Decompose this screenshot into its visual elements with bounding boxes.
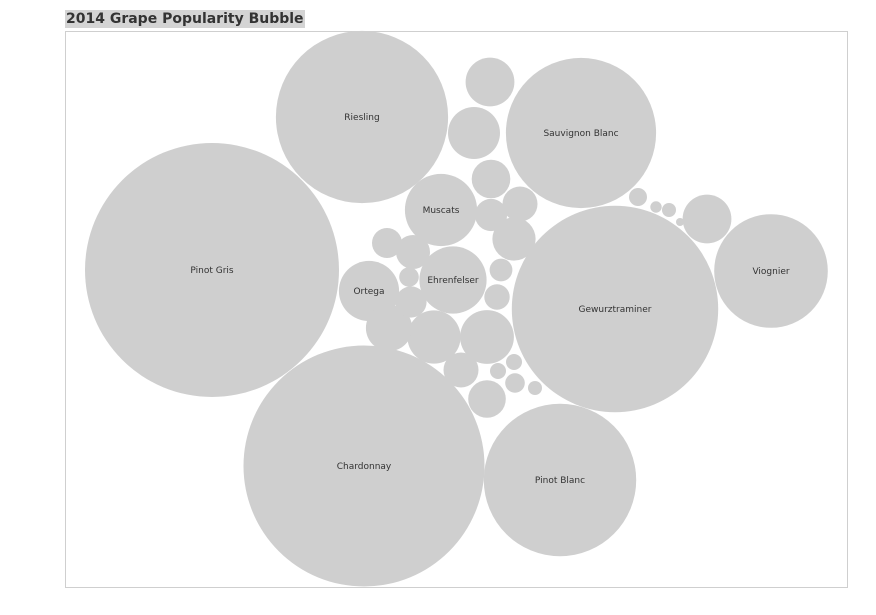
bubble-pinot-gris[interactable]: [85, 143, 339, 397]
bubble-small-31[interactable]: [490, 363, 506, 379]
bubble-small-15[interactable]: [365, 304, 413, 352]
bubble-small-34[interactable]: [650, 201, 662, 213]
bubble-small-33[interactable]: [662, 203, 676, 217]
bubble-label-pinot-gris: Pinot Gris: [190, 266, 234, 276]
bubble-label-sauvignon-blanc: Sauvignon Blanc: [543, 129, 618, 139]
bubble-small-14[interactable]: [465, 57, 515, 107]
bubble-small-18[interactable]: [468, 380, 506, 418]
bubble-gewurztraminer[interactable]: [511, 205, 719, 413]
bubble-riesling[interactable]: [275, 30, 449, 204]
bubble-small-29[interactable]: [629, 188, 647, 206]
bubble-small-23[interactable]: [395, 286, 427, 318]
bubble-label-ehrenfelser: Ehrenfelser: [427, 276, 479, 286]
bubble-small-22[interactable]: [474, 198, 508, 232]
bubble-small-27[interactable]: [505, 373, 525, 393]
bubble-small-19[interactable]: [443, 352, 479, 388]
bubble-small-12[interactable]: [682, 194, 732, 244]
bubble-pinot-blanc[interactable]: [483, 403, 637, 557]
chart-title-wrap: 2014 Grape Popularity Bubble: [65, 8, 305, 28]
bubble-small-13[interactable]: [448, 107, 500, 159]
bubble-small-35[interactable]: [676, 218, 684, 226]
bubble-small-17[interactable]: [471, 159, 511, 199]
bubble-small-20[interactable]: [502, 186, 538, 222]
bubble-small-10[interactable]: [460, 310, 514, 364]
bubble-label-ortega: Ortega: [353, 287, 384, 297]
bubble-small-24[interactable]: [372, 228, 402, 258]
bubble-chardonnay[interactable]: [243, 345, 485, 587]
bubble-label-riesling: Riesling: [344, 113, 379, 123]
bubble-label-viognier: Viognier: [752, 267, 789, 277]
bubble-small-21[interactable]: [396, 235, 430, 269]
bubble-label-muscats: Muscats: [423, 206, 460, 216]
bubble-small-11[interactable]: [407, 310, 461, 364]
chart-title: 2014 Grape Popularity Bubble: [65, 10, 305, 28]
bubble-small-25[interactable]: [484, 284, 510, 310]
bubble-ehrenfelser[interactable]: [419, 246, 487, 314]
bubble-viognier[interactable]: [714, 214, 828, 328]
bubble-small-28[interactable]: [399, 267, 419, 287]
bubble-label-chardonnay: Chardonnay: [337, 462, 392, 472]
bubble-small-16[interactable]: [492, 217, 536, 261]
bubble-small-30[interactable]: [506, 354, 522, 370]
bubble-small-26[interactable]: [489, 258, 513, 282]
bubble-muscats[interactable]: [404, 173, 478, 247]
bubble-label-pinot-blanc: Pinot Blanc: [535, 476, 585, 486]
bubble-sauvignon-blanc[interactable]: [505, 57, 657, 209]
bubble-small-32[interactable]: [528, 381, 542, 395]
bubble-label-gewurztraminer: Gewurztraminer: [579, 305, 652, 315]
